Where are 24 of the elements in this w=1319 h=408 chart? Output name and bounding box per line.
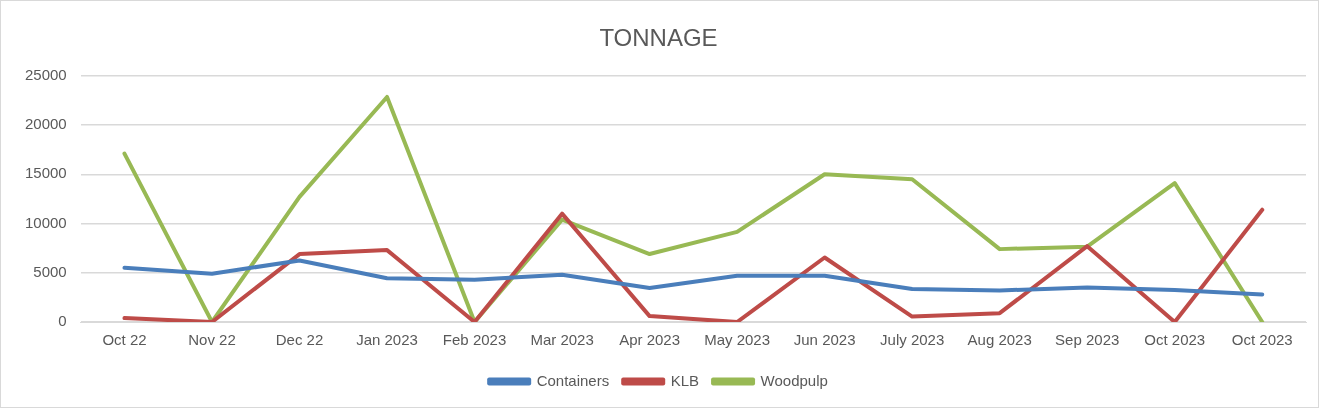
y-tick-label: 15000	[24, 164, 67, 182]
x-tick-label: Dec 22	[275, 331, 324, 349]
y-tick-label: 0	[58, 312, 67, 330]
legend-label: Woodpulp	[760, 371, 828, 389]
x-tick-label: Sep 2023	[1055, 331, 1120, 349]
x-tick-label: Feb 2023	[442, 331, 507, 349]
y-tick-label: 5000	[33, 262, 67, 280]
chart-title: TONNAGE	[599, 24, 718, 52]
y-tick-label: 10000	[24, 213, 67, 231]
x-tick-label: Jan 2023	[356, 331, 418, 349]
x-tick-label: May 2023	[704, 331, 771, 349]
legend-label: KLB	[670, 371, 700, 389]
x-tick-label: Oct 22	[102, 331, 147, 349]
x-tick-label: Apr 2023	[619, 331, 681, 349]
x-tick-label: Nov 22	[188, 331, 236, 349]
y-tick-label: 25000	[24, 65, 67, 83]
x-tick-label: Jun 2023	[793, 331, 856, 349]
x-tick-label: Oct 2023	[1144, 331, 1206, 349]
x-tick-label: Aug 2023	[967, 331, 1032, 349]
x-tick-label: July 2023	[880, 331, 945, 349]
x-tick-label: Mar 2023	[530, 331, 594, 349]
x-tick-label: Oct 2023	[1231, 331, 1293, 349]
y-tick-label: 20000	[24, 115, 67, 133]
legend-label: Containers	[536, 371, 610, 389]
